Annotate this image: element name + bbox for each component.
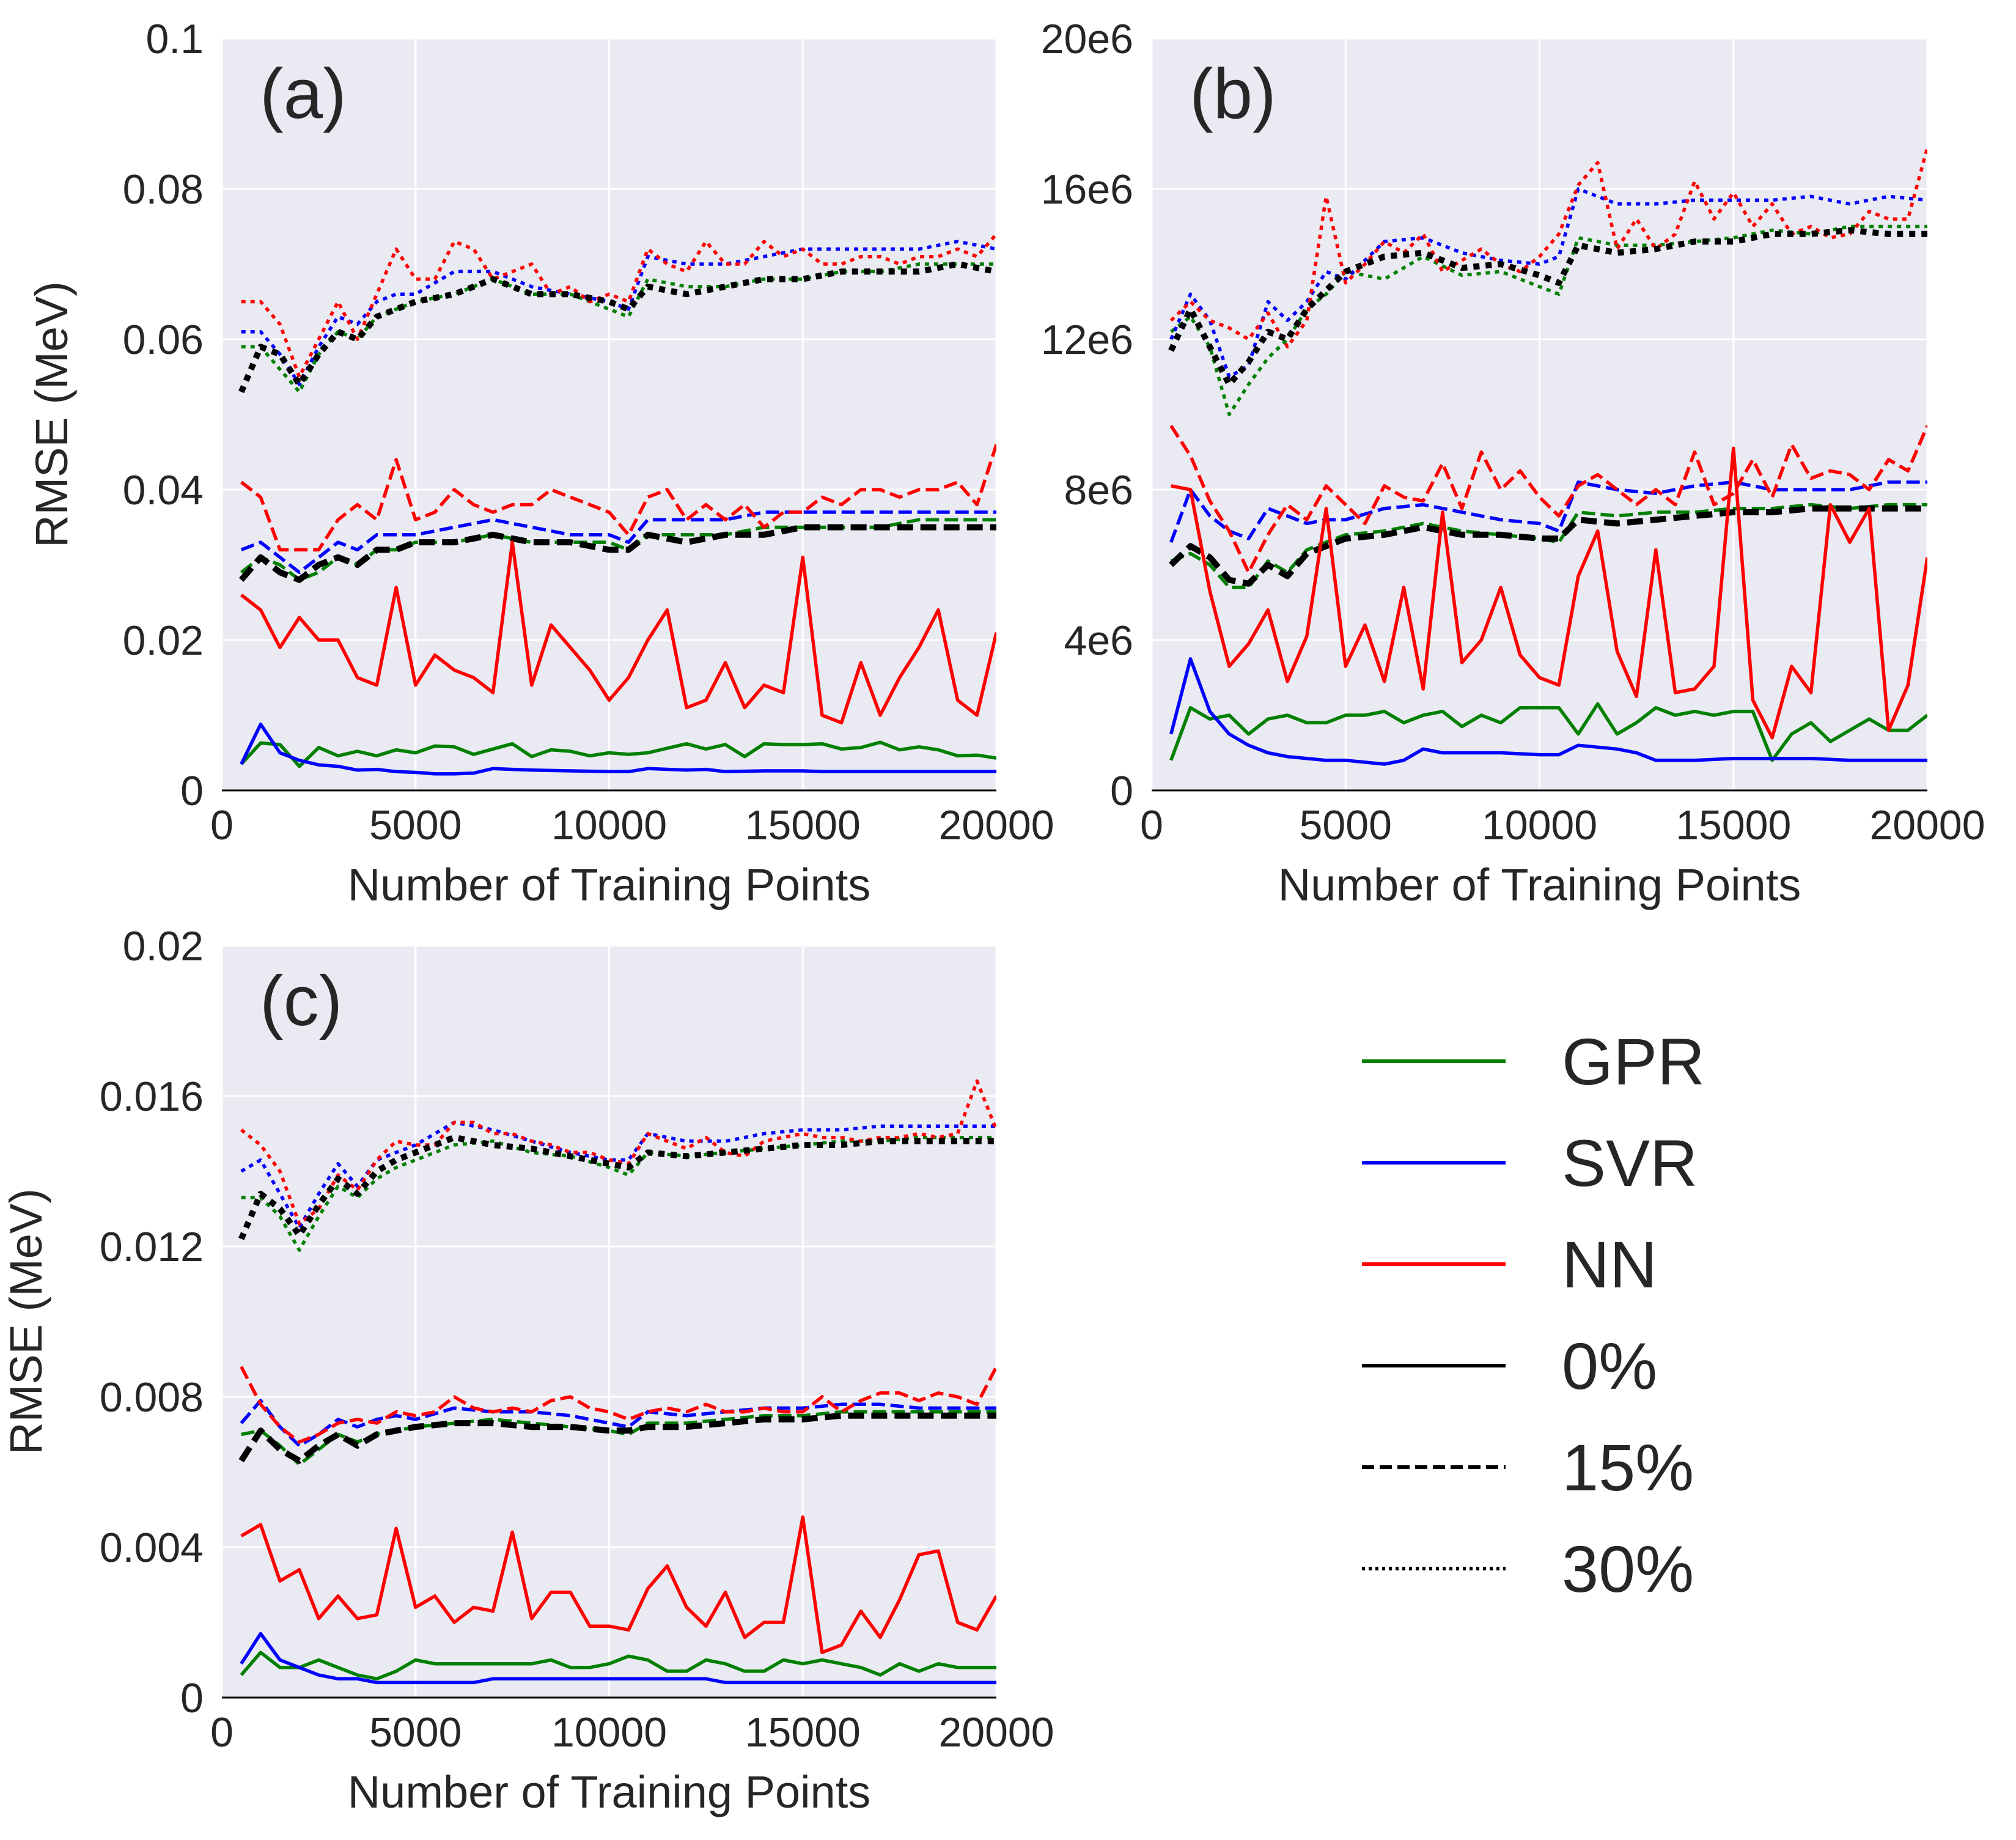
- y-tick-label: 0: [1110, 768, 1133, 814]
- series-group: [1168, 147, 1927, 766]
- series-line-baseline-30pct: [238, 1134, 996, 1240]
- series-line-nn-15pct: [240, 1366, 996, 1444]
- series-line-nn-30pct: [241, 233, 996, 379]
- x-tick-label: 0: [1140, 802, 1163, 848]
- series-line-svr-30pct: [241, 240, 996, 386]
- series-line-svr-30pct: [240, 1121, 996, 1230]
- legend-label: SVR: [1562, 1126, 1698, 1200]
- series-line-gpr-0pct: [1169, 702, 1927, 762]
- y-tick-label: 0: [180, 768, 204, 814]
- series-line-svr-15pct: [1169, 480, 1927, 543]
- y-tick-label: 4e6: [1064, 617, 1133, 664]
- legend-label: 15%: [1562, 1430, 1694, 1504]
- x-tick-label: 10000: [551, 802, 667, 848]
- x-axis-label: Number of Training Points: [348, 859, 871, 910]
- panel-c: 0 5000 10000 15000 20000 0 0.004 0.008 0.012 0.01…: [1, 923, 1054, 1817]
- x-axis-label: Number of Training Points: [1278, 859, 1801, 910]
- panel-b: 0 5000 10000 15000 20000 0 4e6 8e6 12e6 16e6 20e6 N…: [1041, 16, 1985, 910]
- legend: GPR SVR NN 0% 15% 30%: [1362, 1025, 1705, 1606]
- series-line-svr-0pct: [240, 1632, 996, 1685]
- x-tick-label: 0: [210, 1709, 234, 1756]
- series-line-svr-30pct: [1169, 187, 1927, 379]
- series-line-gpr-15pct: [241, 1410, 996, 1466]
- series-line-gpr-0pct: [240, 740, 996, 768]
- series-line-nn-0pct: [240, 1515, 996, 1654]
- y-tick-label: 0.08: [123, 166, 204, 213]
- series-line-baseline-15pct: [238, 1412, 996, 1464]
- x-tick-label: 5000: [369, 802, 462, 848]
- series-line-svr-15pct: [240, 510, 996, 575]
- y-tick-label: 0: [180, 1675, 204, 1721]
- series-line-gpr-0pct: [240, 1650, 996, 1681]
- x-axis-label: Number of Training Points: [348, 1767, 871, 1817]
- x-tick-label: 10000: [551, 1709, 667, 1756]
- series-group: [238, 1079, 996, 1685]
- x-tick-label: 20000: [938, 1709, 1054, 1756]
- series-line-baseline-15pct: [238, 524, 996, 583]
- y-tick-label: 0.02: [123, 923, 204, 970]
- panel-title: (c): [260, 961, 342, 1040]
- series-line-nn-0pct: [240, 540, 996, 725]
- y-tick-label: 0.016: [100, 1073, 204, 1120]
- y-tick-label: 0.04: [123, 467, 204, 513]
- series-line-gpr-30pct: [241, 262, 996, 394]
- x-tick-label: 5000: [369, 1709, 462, 1756]
- y-tick-label: 0.02: [123, 617, 204, 664]
- legend-label: GPR: [1562, 1025, 1705, 1098]
- series-line-nn-15pct: [240, 444, 996, 552]
- x-tick-label: 15000: [745, 1709, 861, 1756]
- y-tick-label: 0.004: [100, 1525, 204, 1571]
- y-tick-label: 0.1: [145, 16, 204, 62]
- series-line-svr-0pct: [1169, 657, 1927, 766]
- series-group: [238, 233, 996, 776]
- x-tick-label: 15000: [1676, 802, 1791, 848]
- series-line-nn-30pct: [1169, 147, 1927, 349]
- series-line-baseline-30pct: [238, 261, 996, 394]
- panel-title: (a): [260, 54, 347, 133]
- legend-label: NN: [1562, 1227, 1657, 1301]
- x-tick-label: 20000: [1869, 802, 1985, 848]
- x-tick-label: 0: [210, 802, 234, 848]
- y-tick-label: 0.06: [123, 317, 204, 363]
- x-tick-label: 10000: [1482, 802, 1597, 848]
- series-line-nn-15pct: [1169, 425, 1927, 575]
- x-tick-label: 20000: [938, 802, 1054, 848]
- y-tick-label: 0.008: [100, 1374, 204, 1421]
- y-tick-label: 16e6: [1041, 166, 1133, 213]
- x-tick-label: 5000: [1300, 802, 1392, 848]
- panel-a: 0 5000 10000 15000 20000 0 0.02 0.04 0.06 0.08 0.1…: [26, 16, 1054, 910]
- series-line-svr-0pct: [240, 723, 996, 776]
- panel-title: (b): [1190, 54, 1276, 133]
- series-line-baseline-30pct: [1168, 227, 1927, 388]
- series-line-gpr-30pct: [241, 1135, 996, 1252]
- series-line-baseline-15pct: [1169, 505, 1927, 587]
- series-line-nn-0pct: [1171, 446, 1927, 740]
- y-tick-label: 8e6: [1064, 467, 1133, 513]
- legend-label: 30%: [1562, 1532, 1694, 1606]
- x-tick-label: 15000: [745, 802, 861, 848]
- y-axis-label: RMSE (MeV): [26, 281, 77, 548]
- legend-label: 0%: [1562, 1329, 1657, 1403]
- y-axis-label: RMSE (MeV): [1, 1188, 51, 1455]
- y-tick-label: 0.012: [100, 1224, 204, 1270]
- y-tick-label: 12e6: [1041, 317, 1133, 363]
- y-tick-label: 20e6: [1041, 16, 1133, 62]
